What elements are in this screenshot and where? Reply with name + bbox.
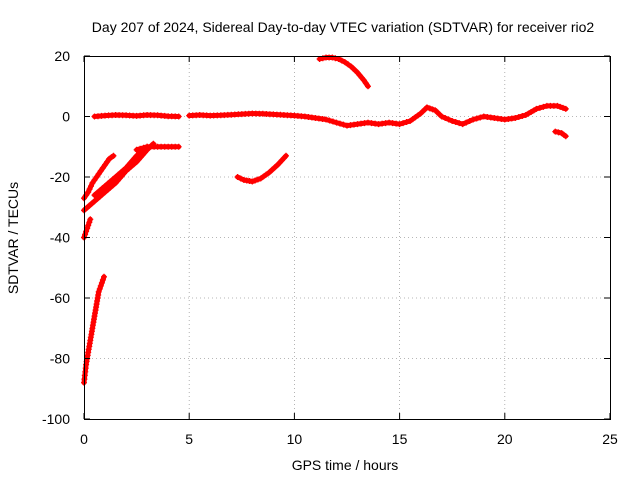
data-point: [175, 113, 182, 120]
data-point: [396, 121, 403, 128]
data-point: [323, 116, 329, 123]
data-point: [338, 57, 345, 64]
x-tick-label: 25: [602, 431, 618, 447]
data-point: [536, 104, 543, 111]
x-tick-label: 0: [80, 431, 88, 447]
data-point: [400, 120, 407, 127]
data-point: [337, 120, 343, 127]
y-tick-label: -80: [50, 351, 70, 367]
chart-title: Day 207 of 2024, Sidereal Day-to-day VTE…: [92, 19, 595, 35]
series-line: [81, 274, 107, 386]
data-point: [175, 143, 182, 150]
data-point: [463, 119, 470, 126]
series-9: [316, 54, 371, 90]
x-tick-label: 5: [185, 431, 193, 447]
data-point: [362, 80, 369, 87]
x-tick-label: 15: [392, 431, 408, 447]
data-point: [442, 115, 449, 121]
data-point: [438, 113, 445, 120]
data-point: [555, 129, 562, 136]
data-point: [86, 219, 93, 226]
data-point: [82, 231, 89, 238]
data-point: [249, 178, 256, 185]
series-7: [186, 102, 569, 129]
series-8: [234, 152, 289, 185]
data-point: [85, 222, 92, 229]
data-point: [99, 276, 106, 283]
series-line: [235, 153, 289, 184]
data-point: [426, 105, 433, 112]
data-point: [470, 116, 477, 123]
x-axis-title: GPS time / hours: [292, 457, 399, 473]
data-point: [562, 105, 569, 112]
y-axis-title: SDTVAR / TECUs: [5, 182, 21, 294]
data-point: [110, 152, 117, 159]
data-point: [445, 116, 452, 123]
data-point: [252, 177, 259, 184]
data-point: [85, 346, 92, 353]
data-point: [473, 115, 480, 122]
series-5: [133, 143, 182, 153]
data-point: [340, 121, 347, 128]
data-point: [133, 146, 140, 153]
data-point: [403, 119, 410, 125]
data-point: [341, 59, 348, 66]
axis-ticks: 0 5 10 15 20 25 20 0 -20 -40 -60 -80 -100: [42, 48, 618, 447]
data-point: [466, 118, 473, 124]
data-point: [101, 273, 107, 280]
data-point: [552, 128, 559, 135]
data-point: [97, 282, 104, 289]
series-layer: [81, 54, 569, 386]
y-tick-label: -100: [42, 411, 70, 427]
data-point: [512, 115, 519, 121]
data-point: [519, 113, 526, 119]
data-point: [456, 120, 463, 127]
series-2: [81, 152, 117, 202]
data-point: [365, 83, 371, 90]
data-point: [98, 279, 105, 286]
data-point: [554, 102, 561, 109]
series-6: [91, 112, 182, 120]
data-point: [326, 117, 333, 124]
x-tick-label: 20: [497, 431, 513, 447]
data-point: [449, 118, 456, 124]
data-point: [84, 225, 91, 232]
data-point: [515, 114, 522, 120]
data-point: [533, 105, 540, 112]
y-tick-label: -40: [50, 230, 70, 246]
data-point: [87, 216, 94, 223]
data-point: [88, 183, 94, 190]
series-10: [552, 128, 569, 140]
data-point: [562, 133, 569, 140]
y-tick-label: 20: [54, 48, 70, 64]
data-point: [557, 103, 564, 110]
data-point: [330, 118, 336, 125]
data-point: [345, 61, 352, 68]
data-point: [254, 176, 261, 183]
data-point: [477, 114, 484, 121]
series-1: [81, 216, 94, 241]
data-point: [96, 285, 103, 292]
y-tick-label: -20: [50, 169, 70, 185]
data-point: [452, 119, 459, 125]
data-point: [283, 152, 289, 159]
data-point: [560, 104, 566, 111]
data-point: [429, 106, 436, 113]
y-tick-label: 0: [62, 109, 70, 125]
data-point: [137, 145, 144, 152]
data-point: [140, 144, 147, 151]
data-point: [424, 104, 430, 111]
data-point: [237, 175, 244, 182]
data-point: [95, 288, 102, 295]
y-tick-label: -60: [50, 290, 70, 306]
data-point: [333, 119, 340, 126]
data-point: [329, 54, 336, 61]
data-point: [459, 121, 466, 128]
data-point: [95, 171, 102, 177]
data-point: [540, 103, 547, 110]
x-tick-label: 10: [287, 431, 303, 447]
data-point: [234, 174, 241, 180]
